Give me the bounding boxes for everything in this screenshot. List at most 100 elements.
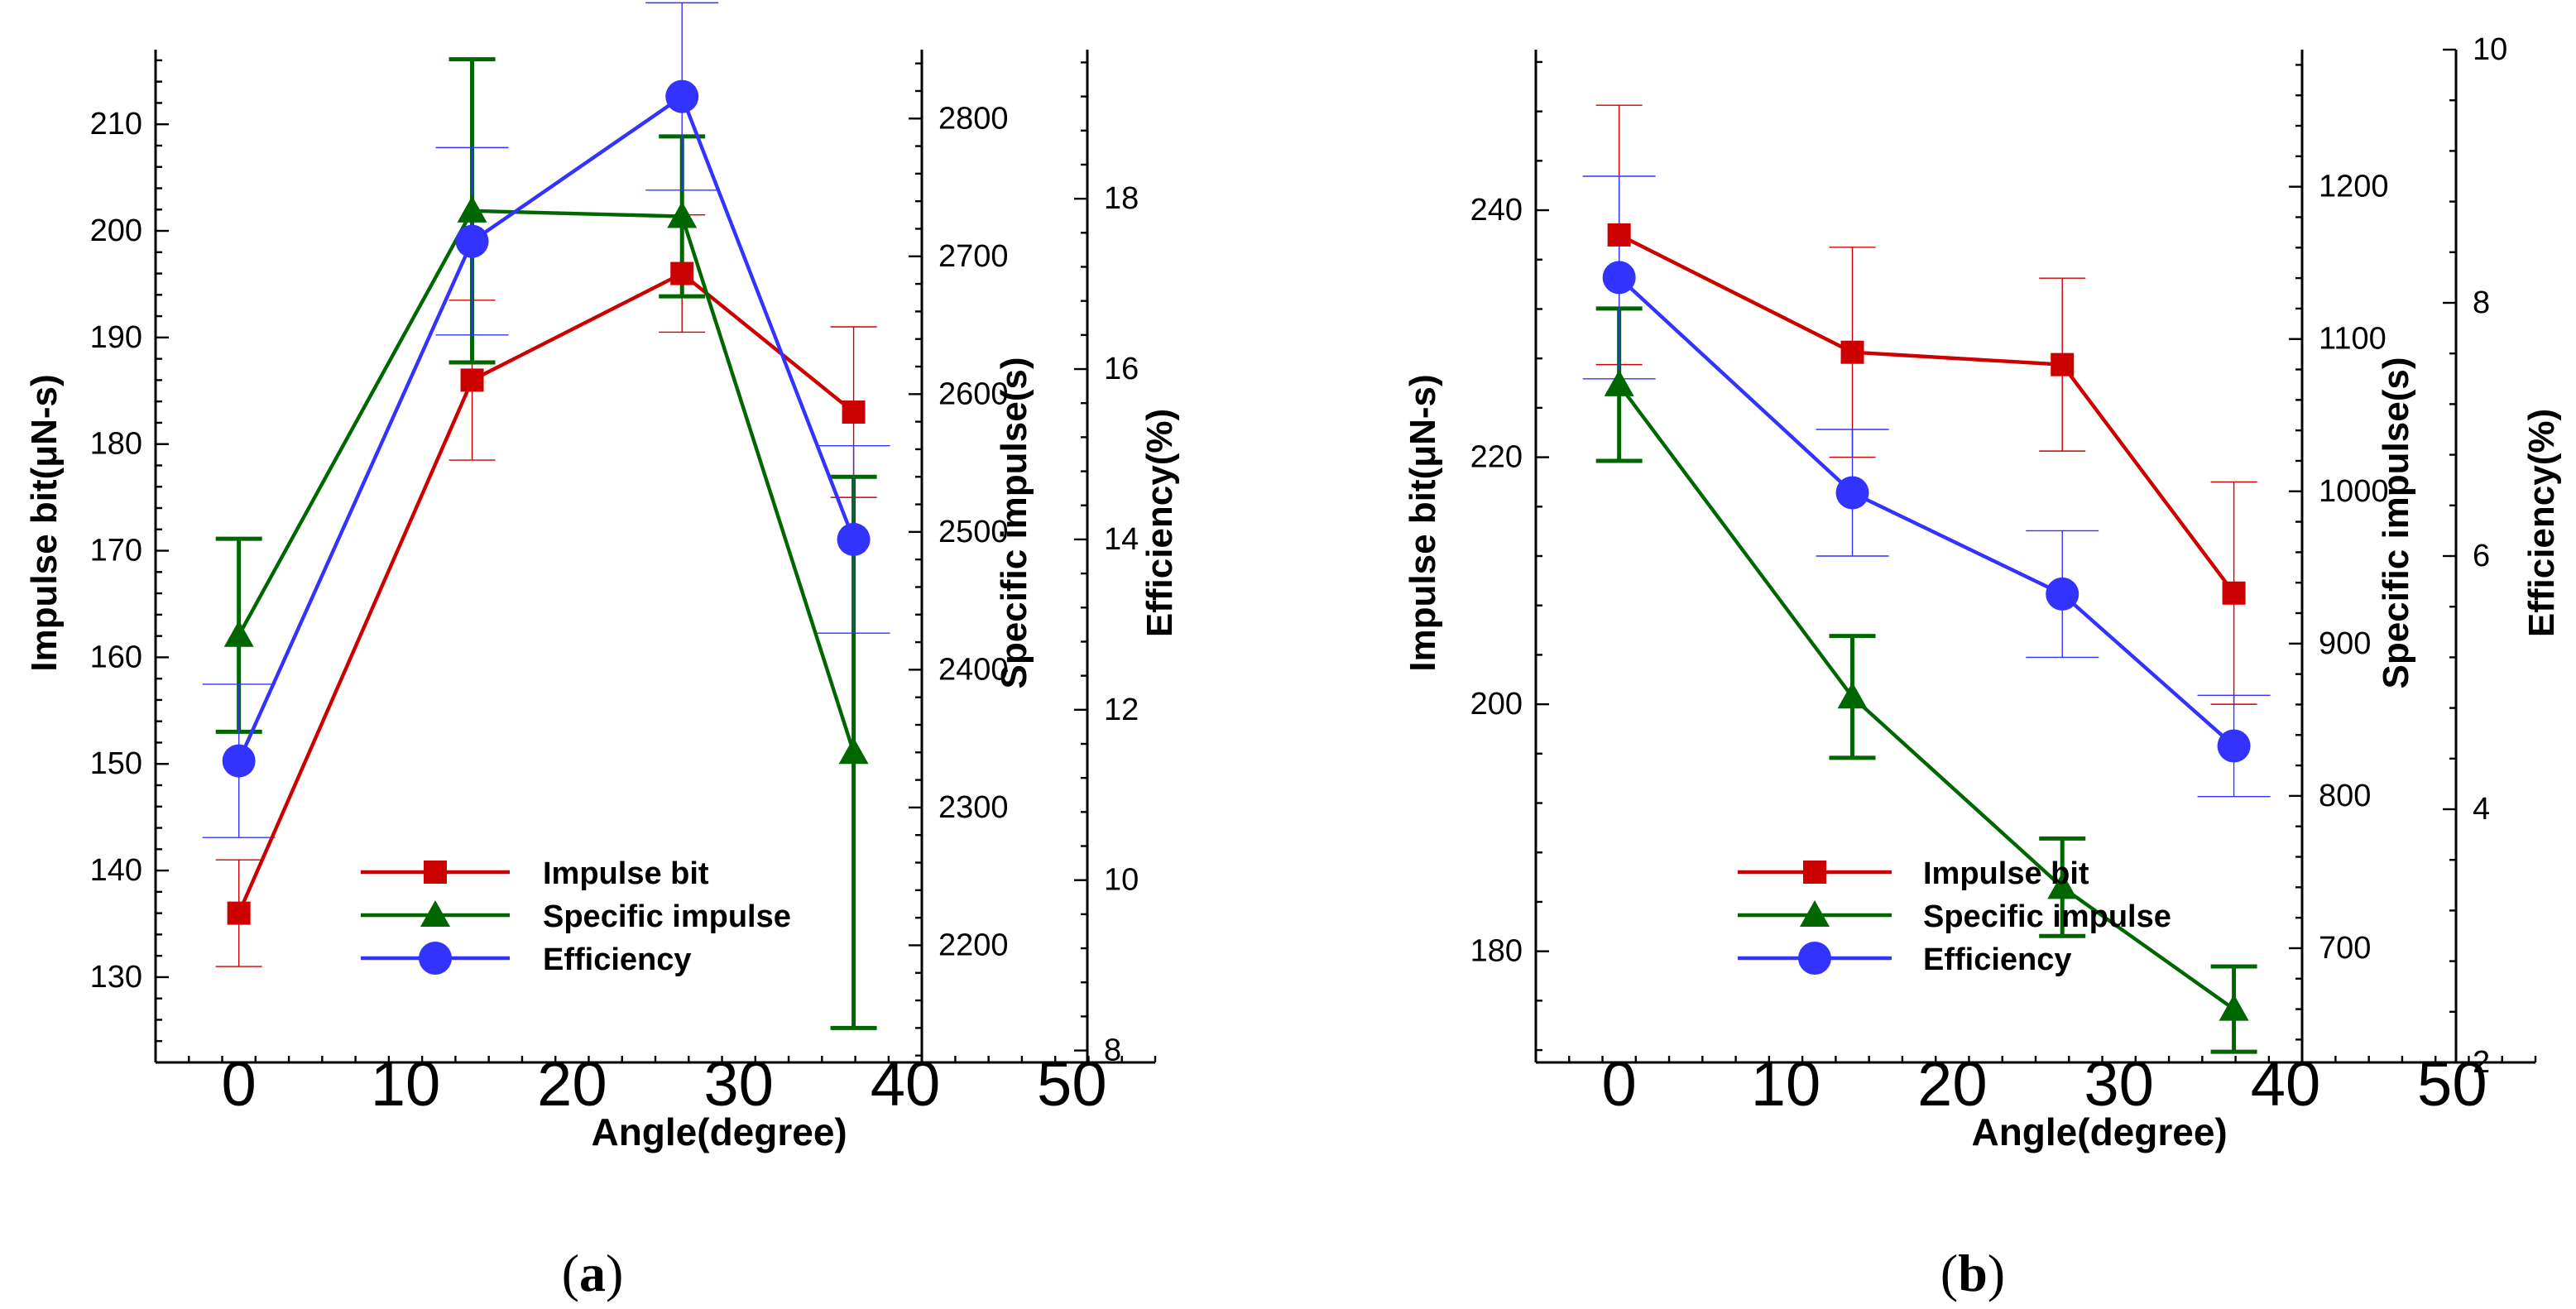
panel-label-part: b: [1958, 1244, 1988, 1302]
impulse-tick-label: 220: [1470, 440, 1523, 475]
specific-data-point: [667, 201, 698, 228]
chart-panel-b: 0 10 20 30 40 50 Angle(degree) 180 200 220 240 Impu…: [1403, 32, 2562, 1302]
specific-tick-label: 2800: [938, 101, 1009, 136]
impulse-tick-label: 180: [90, 427, 142, 462]
legend-marker-specific: [420, 900, 450, 927]
impulse-data-point: [2051, 352, 2075, 376]
chart-panel-a: 0 10 20 30 40 50 Angle(degree) 130 140 150 160 170 1…: [24, 2, 1180, 1302]
specific-tick-label: 2200: [938, 928, 1009, 962]
specific-data-point: [223, 620, 254, 647]
legend-marker-efficiency: [419, 942, 452, 975]
legend: Impulse bit Specific impulse Efficiency: [1738, 856, 2171, 977]
x-tick-label: 0: [1602, 1049, 1637, 1120]
impulse-data-point: [670, 261, 694, 285]
specific-tick-label: 800: [2319, 779, 2371, 813]
specific-tick-label: 1200: [2319, 170, 2389, 204]
specific-axis-title: Specific impulse(s): [2376, 357, 2416, 688]
impulse-axis-title: Impulse bit(μN-s): [24, 374, 65, 671]
specific-axis-title: Specific impulse(s): [994, 357, 1034, 688]
impulse-series-line: [1618, 233, 2236, 595]
specific-tick-label: 1100: [2319, 322, 2387, 357]
efficiency-data-point: [455, 224, 489, 258]
efficiency-tick-label: 8: [2473, 285, 2490, 320]
panel-label-part: (: [562, 1244, 579, 1302]
efficiency-data-point: [2217, 729, 2251, 763]
specific-tick-label: 2600: [938, 376, 1009, 411]
efficiency-data-point: [837, 522, 871, 556]
efficiency-axis-title: Efficiency(%): [2521, 409, 2562, 637]
impulse-data-point: [227, 901, 251, 925]
x-tick-label: 40: [871, 1049, 941, 1120]
specific-tick-label: 900: [2319, 626, 2371, 661]
efficiency-data-point: [665, 79, 699, 113]
efficiency-tick-label: 10: [1104, 863, 1139, 898]
specific-series-line: [1617, 383, 2235, 1011]
x-axis-title: Angle(degree): [1971, 1110, 2227, 1153]
efficiency-tick-label: 18: [1104, 181, 1139, 216]
impulse-tick-label: 180: [1470, 934, 1523, 969]
x-tick-label: 40: [2251, 1049, 2321, 1120]
impulse-tick-label: 170: [90, 534, 142, 568]
impulse-axis-title: Impulse bit(μN-s): [1403, 374, 1443, 671]
impulse-tick-label: 240: [1470, 193, 1523, 228]
impulse-data-point: [1607, 223, 1631, 247]
legend-marker-efficiency: [1798, 942, 1831, 975]
panel-label: (b): [1940, 1244, 2005, 1302]
efficiency-data-point: [2046, 577, 2080, 611]
impulse-tick-label: 140: [90, 853, 142, 888]
legend-label-efficiency: Efficiency: [543, 942, 692, 977]
x-tick-label: 20: [1917, 1049, 1988, 1120]
x-tick-label: 10: [371, 1049, 441, 1120]
impulse-tick-label: 200: [1470, 687, 1523, 722]
impulse-data-point: [2222, 581, 2246, 605]
impulse-data-point: [460, 368, 484, 392]
efficiency-tick-label: 6: [2473, 539, 2490, 573]
specific-data-point: [2047, 872, 2078, 899]
x-tick-label: 30: [703, 1049, 774, 1120]
x-tick-label: 50: [1037, 1049, 1107, 1120]
panel-label-part: (: [1940, 1244, 1958, 1302]
specific-data-point: [1837, 682, 1868, 709]
specific-tick-label: 2400: [938, 652, 1009, 687]
legend-marker-specific: [1800, 900, 1830, 927]
legend: Impulse bit Specific impulse Efficiency: [361, 856, 791, 977]
x-tick-label: 20: [537, 1049, 607, 1120]
impulse-tick-label: 150: [90, 746, 142, 781]
x-tick-label: 10: [1751, 1049, 1821, 1120]
legend-label-impulse: Impulse bit: [543, 856, 709, 891]
legend-label-specific: Specific impulse: [543, 899, 791, 934]
specific-tick-label: 2700: [938, 239, 1009, 274]
efficiency-axis-title: Efficiency(%): [1139, 409, 1180, 637]
impulse-series-line: [237, 271, 855, 914]
specific-tick-label: 2500: [938, 515, 1009, 549]
impulse-data-point: [842, 400, 866, 424]
efficiency-tick-label: 2: [2473, 1045, 2490, 1080]
specific-tick-label: 1000: [2319, 474, 2389, 509]
impulse-tick-label: 200: [90, 213, 142, 248]
efficiency-series-line: [1618, 276, 2236, 748]
specific-data-point: [2219, 994, 2249, 1021]
panel-label-part: ): [606, 1244, 623, 1302]
efficiency-tick-label: 14: [1104, 522, 1139, 557]
specific-tick-label: 700: [2319, 931, 2371, 966]
panel-label-part: a: [579, 1244, 606, 1302]
legend-marker-impulse: [424, 861, 447, 884]
efficiency-tick-label: 8: [1104, 1033, 1121, 1068]
specific-data-point: [1604, 369, 1634, 396]
x-tick-label: 0: [222, 1049, 257, 1120]
impulse-tick-label: 130: [90, 960, 142, 995]
legend-label-specific: Specific impulse: [1923, 899, 2171, 934]
efficiency-tick-label: 16: [1104, 352, 1139, 386]
efficiency-series-line: [237, 94, 856, 762]
specific-tick-label: 2300: [938, 790, 1009, 825]
legend-marker-impulse: [1803, 861, 1826, 884]
efficiency-data-point: [1602, 261, 1636, 295]
specific-data-point: [838, 737, 869, 765]
efficiency-data-point: [1835, 476, 1869, 510]
specific-data-point: [457, 195, 487, 223]
efficiency-tick-label: 12: [1104, 693, 1139, 727]
impulse-tick-label: 160: [90, 640, 142, 674]
panel-label-part: ): [1988, 1244, 2005, 1302]
panel-label: (a): [562, 1244, 624, 1302]
legend-label-impulse: Impulse bit: [1923, 856, 2089, 891]
